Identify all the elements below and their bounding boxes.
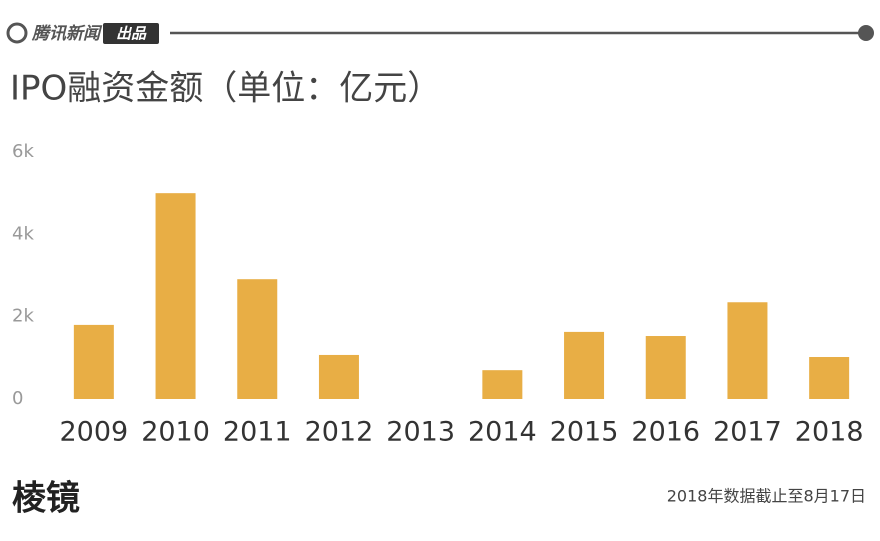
bar <box>155 193 196 399</box>
bar <box>482 370 523 399</box>
y-tick-label: 4k <box>12 223 34 244</box>
bar <box>73 324 114 399</box>
badge: 出品 <box>116 25 147 43</box>
y-tick-label: 6k <box>12 141 34 162</box>
header-dot <box>858 25 874 41</box>
brand: 腾讯新闻 <box>31 24 103 44</box>
bar <box>237 279 278 399</box>
x-tick-label: 2014 <box>468 417 537 448</box>
x-tick-label: 2018 <box>795 417 864 448</box>
x-tick-label: 2016 <box>631 417 700 448</box>
bar <box>809 357 850 399</box>
footer-logo: 棱镜 <box>12 479 80 519</box>
x-tick-label: 2009 <box>59 417 128 448</box>
bar <box>645 336 686 399</box>
badge-box <box>103 23 159 44</box>
x-tick-label: 2011 <box>223 417 292 448</box>
x-tick-label: 2015 <box>550 417 619 448</box>
x-tick-label: 2012 <box>305 417 374 448</box>
bar <box>318 354 359 399</box>
y-tick-label: 0 <box>12 388 23 409</box>
chart-title: IPO融资金额（单位：亿元） <box>10 69 441 109</box>
bar <box>727 302 768 399</box>
x-tick-label: 2013 <box>386 417 455 448</box>
x-tick-label: 2017 <box>713 417 782 448</box>
y-tick-label: 2k <box>12 306 34 327</box>
x-tick-label: 2010 <box>141 417 210 448</box>
footer-note: 2018年数据截止至8月17日 <box>667 487 866 506</box>
bar <box>564 331 605 399</box>
brand-icon <box>6 22 28 44</box>
